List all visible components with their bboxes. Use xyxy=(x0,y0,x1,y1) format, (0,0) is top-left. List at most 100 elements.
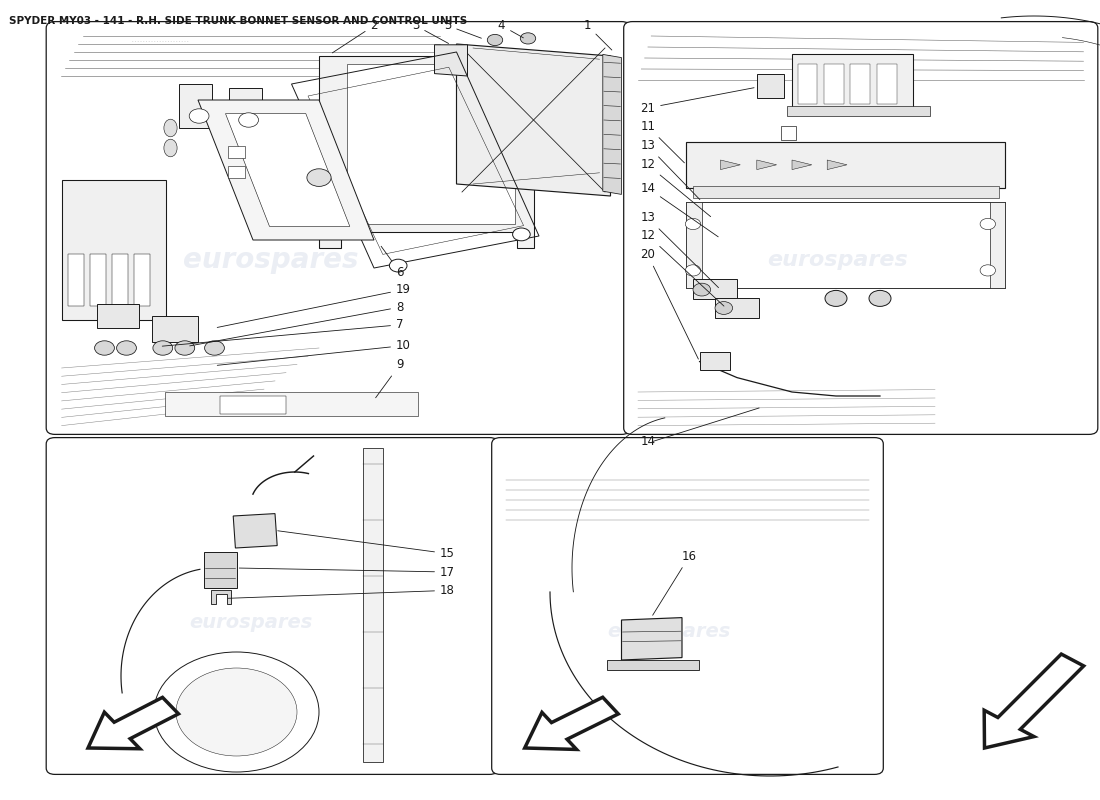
Text: 13: 13 xyxy=(640,139,700,200)
Polygon shape xyxy=(233,514,277,548)
Bar xyxy=(786,106,930,116)
Bar xyxy=(228,166,245,178)
Polygon shape xyxy=(757,160,777,170)
Polygon shape xyxy=(319,56,534,248)
Circle shape xyxy=(117,341,136,355)
Text: 21: 21 xyxy=(640,88,755,114)
Bar xyxy=(792,54,913,112)
Polygon shape xyxy=(211,590,231,604)
Text: 4: 4 xyxy=(498,19,524,38)
FancyBboxPatch shape xyxy=(46,22,630,434)
Bar xyxy=(220,396,286,414)
Text: eurospares: eurospares xyxy=(768,250,909,270)
Bar xyxy=(850,64,870,104)
Bar xyxy=(798,64,817,104)
Bar xyxy=(781,126,796,140)
Text: 14: 14 xyxy=(640,182,718,237)
Bar xyxy=(112,254,128,306)
Bar xyxy=(700,352,730,370)
Text: eurospares: eurospares xyxy=(189,613,312,632)
Circle shape xyxy=(715,302,733,314)
Circle shape xyxy=(869,290,891,306)
Circle shape xyxy=(980,265,996,276)
Polygon shape xyxy=(346,64,515,224)
Bar xyxy=(68,254,84,306)
Text: 12: 12 xyxy=(640,158,711,217)
Text: - - - - - - - - - - - - - - - - - - - - -: - - - - - - - - - - - - - - - - - - - - … xyxy=(132,38,188,42)
Circle shape xyxy=(153,341,173,355)
Bar xyxy=(97,304,139,328)
Bar xyxy=(134,254,150,306)
Polygon shape xyxy=(827,160,847,170)
Text: 8: 8 xyxy=(189,301,404,346)
Polygon shape xyxy=(792,160,812,170)
Text: 13: 13 xyxy=(640,211,718,288)
Polygon shape xyxy=(621,618,682,660)
Polygon shape xyxy=(434,45,468,76)
Polygon shape xyxy=(88,698,178,749)
Circle shape xyxy=(520,33,536,44)
Circle shape xyxy=(307,169,331,186)
Circle shape xyxy=(239,113,258,127)
Circle shape xyxy=(685,218,701,230)
Ellipse shape xyxy=(164,119,177,137)
Text: 9: 9 xyxy=(375,358,404,398)
Bar xyxy=(90,254,106,306)
Bar xyxy=(62,180,166,320)
Polygon shape xyxy=(607,660,698,670)
Text: 6: 6 xyxy=(381,246,404,278)
Bar xyxy=(152,316,198,342)
Circle shape xyxy=(693,283,711,296)
Text: eurospares: eurospares xyxy=(183,246,358,274)
Circle shape xyxy=(825,290,847,306)
Text: 18: 18 xyxy=(229,584,455,598)
Text: eurospares: eurospares xyxy=(607,622,730,642)
Circle shape xyxy=(205,341,224,355)
Ellipse shape xyxy=(164,139,177,157)
Text: 16: 16 xyxy=(652,550,697,615)
Bar xyxy=(229,88,262,132)
Polygon shape xyxy=(456,44,611,196)
Polygon shape xyxy=(603,54,622,194)
Text: 2: 2 xyxy=(332,19,377,53)
Polygon shape xyxy=(525,698,618,750)
Text: 19: 19 xyxy=(217,283,411,327)
Circle shape xyxy=(95,341,114,355)
Circle shape xyxy=(154,652,319,772)
Bar xyxy=(686,142,1005,188)
FancyBboxPatch shape xyxy=(492,438,883,774)
Text: 5: 5 xyxy=(444,19,482,38)
Polygon shape xyxy=(990,202,1005,288)
Text: 12: 12 xyxy=(640,229,724,306)
Circle shape xyxy=(980,218,996,230)
Text: 10: 10 xyxy=(218,339,411,366)
Text: 7: 7 xyxy=(163,318,404,346)
Text: 1: 1 xyxy=(584,19,612,50)
Polygon shape xyxy=(204,552,236,588)
Bar xyxy=(179,84,212,128)
Polygon shape xyxy=(363,448,383,762)
Circle shape xyxy=(487,34,503,46)
Bar xyxy=(824,64,844,104)
Polygon shape xyxy=(720,160,740,170)
Polygon shape xyxy=(198,100,374,240)
Text: SPYDER MY03 - 141 - R.H. SIDE TRUNK BONNET SENSOR AND CONTROL UNITS: SPYDER MY03 - 141 - R.H. SIDE TRUNK BONN… xyxy=(9,16,468,26)
Circle shape xyxy=(685,265,701,276)
Circle shape xyxy=(189,109,209,123)
Bar xyxy=(877,64,896,104)
Bar xyxy=(715,298,759,318)
Polygon shape xyxy=(984,654,1084,748)
Circle shape xyxy=(389,259,407,272)
FancyBboxPatch shape xyxy=(624,22,1098,434)
Circle shape xyxy=(176,668,297,756)
Text: 15: 15 xyxy=(277,530,455,560)
Circle shape xyxy=(175,341,195,355)
Text: 11: 11 xyxy=(640,120,684,163)
Polygon shape xyxy=(226,114,350,226)
Polygon shape xyxy=(686,202,702,288)
Text: 3: 3 xyxy=(412,19,449,43)
Text: 20: 20 xyxy=(640,248,698,359)
Bar xyxy=(693,279,737,299)
Polygon shape xyxy=(165,392,418,416)
FancyBboxPatch shape xyxy=(46,438,498,774)
